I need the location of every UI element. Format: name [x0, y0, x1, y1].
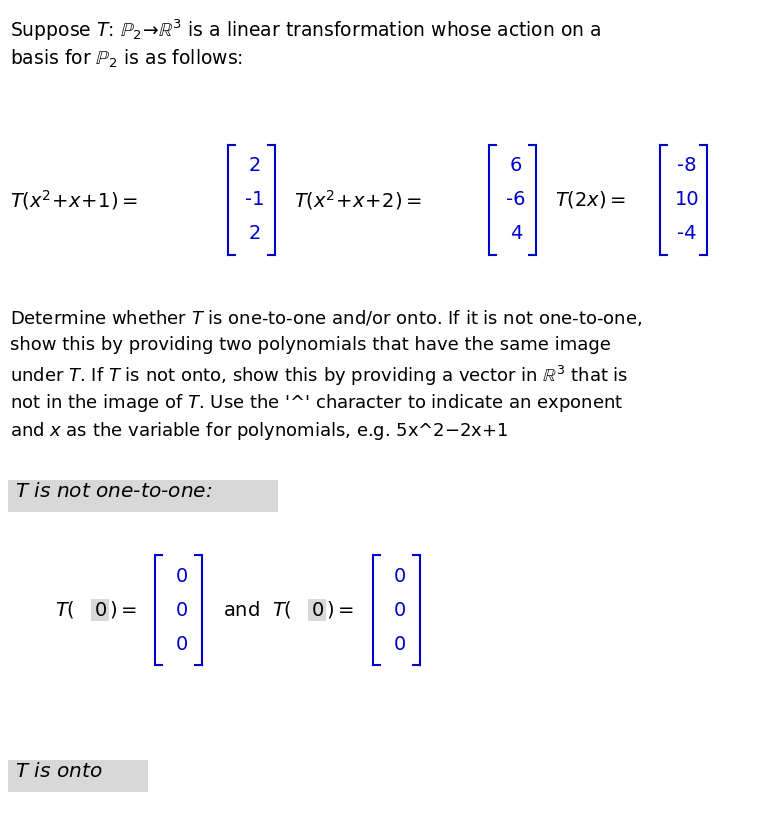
Text: -1: -1 — [245, 191, 265, 210]
Text: $T($: $T($ — [55, 600, 75, 621]
Text: 0: 0 — [176, 600, 188, 619]
Text: show this by providing two polynomials that have the same image: show this by providing two polynomials t… — [10, 336, 611, 354]
Text: -4: -4 — [678, 224, 697, 243]
Text: $T(2x) = $: $T(2x) = $ — [555, 189, 626, 210]
Text: not in the image of $T$. Use the '^' character to indicate an exponent: not in the image of $T$. Use the '^' cha… — [10, 392, 623, 414]
Text: 0: 0 — [176, 567, 188, 586]
Text: 2: 2 — [249, 224, 261, 243]
Text: Determine whether $T$ is one-to-one and/or onto. If it is not one-to-one,: Determine whether $T$ is one-to-one and/… — [10, 308, 642, 328]
Text: $T$ is onto: $T$ is onto — [15, 762, 102, 781]
Text: 6: 6 — [510, 156, 522, 175]
FancyBboxPatch shape — [8, 480, 278, 512]
Text: 0: 0 — [176, 635, 188, 654]
Text: $T$ is not one-to-one:: $T$ is not one-to-one: — [15, 482, 212, 501]
Text: $T(x^2\!+\!x\!+\!2) = $: $T(x^2\!+\!x\!+\!2) = $ — [294, 188, 422, 212]
Text: and  $T($: and $T($ — [223, 600, 292, 621]
Text: 0: 0 — [394, 600, 406, 619]
Text: $0$: $0$ — [311, 600, 324, 619]
Text: -6: -6 — [506, 191, 526, 210]
FancyBboxPatch shape — [91, 599, 109, 621]
FancyBboxPatch shape — [8, 760, 148, 792]
Text: 0: 0 — [394, 567, 406, 586]
Text: $) = $: $) = $ — [326, 600, 354, 621]
Text: 10: 10 — [674, 191, 700, 210]
Text: $T(x^2\!+\!x\!+\!1) = $: $T(x^2\!+\!x\!+\!1) = $ — [10, 188, 138, 212]
Text: $0$: $0$ — [94, 600, 107, 619]
Text: -8: -8 — [678, 156, 697, 175]
Text: 4: 4 — [510, 224, 522, 243]
Text: 0: 0 — [394, 635, 406, 654]
FancyBboxPatch shape — [308, 599, 326, 621]
Text: Suppose $T$: $\mathbb{P}_2\!\rightarrow\!\mathbb{R}^3$ is a linear transformatio: Suppose $T$: $\mathbb{P}_2\!\rightarrow\… — [10, 18, 601, 43]
Text: basis for $\mathbb{P}_2$ is as follows:: basis for $\mathbb{P}_2$ is as follows: — [10, 48, 243, 70]
Text: 2: 2 — [249, 156, 261, 175]
Text: $) = $: $) = $ — [109, 600, 137, 621]
Text: and $x$ as the variable for polynomials, e.g. 5x^2$-$2x+1: and $x$ as the variable for polynomials,… — [10, 420, 508, 442]
Text: under $T$. If $T$ is not onto, show this by providing a vector in $\mathbb{R}^3$: under $T$. If $T$ is not onto, show this… — [10, 364, 629, 388]
